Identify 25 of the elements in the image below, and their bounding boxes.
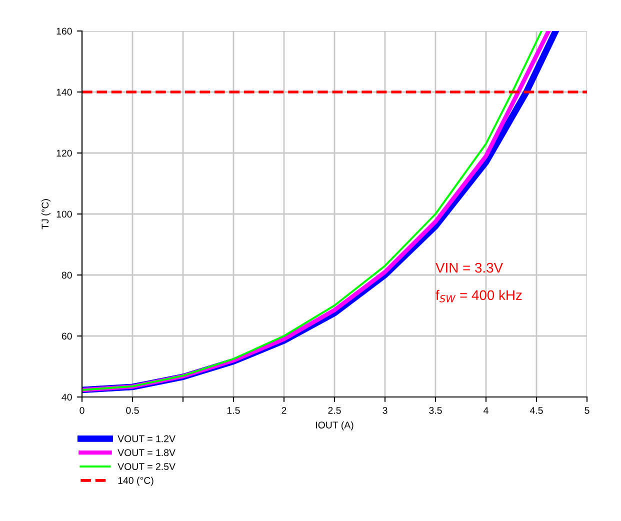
legend-label: VOUT = 2.5V xyxy=(118,463,176,470)
annotation: f$_{SW}$ = 400 kHz xyxy=(436,290,522,302)
y-axis-title: TJ (°C) xyxy=(41,199,50,230)
y-tick-label: 140 xyxy=(56,88,72,96)
y-tick-label: 100 xyxy=(56,210,72,218)
y-tick-label: 160 xyxy=(56,28,72,35)
x-tick-label: 4.5 xyxy=(530,407,543,414)
x-tick-label: 0.5 xyxy=(126,406,139,414)
x-tick-label: 3.5 xyxy=(429,406,442,414)
x-tick-label: 2.5 xyxy=(328,406,341,414)
annotation: VIN = 3.3V xyxy=(436,262,503,273)
y-tick-label: 120 xyxy=(56,150,72,157)
x-axis-title: IOUT (A) xyxy=(316,421,354,430)
x-tick-label: 5 xyxy=(584,407,590,414)
x-tick-label: 3 xyxy=(382,406,388,414)
y-tick-label: 40 xyxy=(62,394,72,401)
legend-label: VOUT = 1.8V xyxy=(118,449,176,456)
y-tick-label: 60 xyxy=(62,332,72,340)
x-tick-label: 1.5 xyxy=(227,407,240,414)
legend-label: VOUT = 1.2V xyxy=(118,435,176,442)
x-tick-label: 0 xyxy=(80,406,84,414)
y-tick-label: 80 xyxy=(62,272,72,279)
x-tick-label: 2 xyxy=(282,406,286,414)
x-tick-label: 4 xyxy=(484,407,488,414)
legend-label: 140 (°C) xyxy=(118,476,154,486)
